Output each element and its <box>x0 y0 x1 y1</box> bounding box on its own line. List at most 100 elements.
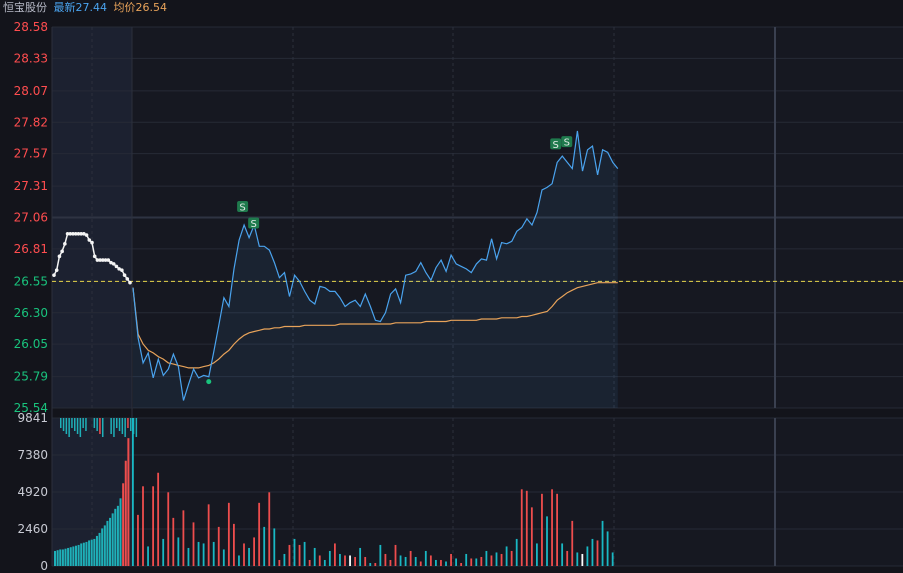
premarket-volume-bar <box>88 540 91 566</box>
price-tick-label: 26.55 <box>14 274 48 288</box>
volume-bar <box>137 514 139 566</box>
premarket-volume-bar <box>82 542 85 566</box>
volume-bar <box>197 541 200 566</box>
volume-bar <box>571 520 574 566</box>
premarket-point <box>92 254 97 259</box>
volume-bar <box>379 544 382 566</box>
volume-bar <box>238 555 240 566</box>
volume-bar <box>364 556 367 566</box>
premarket-volume-bar <box>54 550 57 566</box>
volume-bar <box>182 510 185 566</box>
latest-price-label: 最新27.44 <box>54 1 108 14</box>
volume-bar <box>323 559 326 566</box>
volume-bar <box>202 543 205 566</box>
volume-bar <box>561 543 564 566</box>
premarket-volume-bar <box>72 546 75 566</box>
volume-bar <box>530 507 533 566</box>
volume-bar <box>576 552 579 566</box>
volume-bar <box>293 538 296 566</box>
volume-bar <box>541 493 543 566</box>
volume-bar <box>384 553 387 566</box>
premarket-volume-bar <box>80 543 83 566</box>
volume-bar <box>374 562 377 566</box>
volume-bar <box>313 547 316 566</box>
premarket-volume-bar <box>119 498 122 566</box>
premarket-volume-stub <box>62 418 65 431</box>
premarket-point <box>65 231 70 236</box>
premarket-point <box>54 268 59 272</box>
signal-label: S <box>553 140 559 151</box>
premarket-volume-bar <box>109 517 112 566</box>
premarket-volume-bar <box>61 549 64 566</box>
signal-label: S <box>250 219 256 230</box>
premarket-volume-stub <box>82 418 84 428</box>
avg-price-line <box>132 282 618 369</box>
price-tick-label: 28.58 <box>14 20 48 34</box>
volume-bar <box>318 555 321 566</box>
price-area <box>133 131 618 408</box>
volume-bar <box>556 493 558 566</box>
premarket-volume-stub <box>79 418 82 437</box>
volume-bar <box>611 552 614 566</box>
premarket-volume-stub <box>85 418 87 431</box>
premarket-volume-stub <box>121 418 124 434</box>
premarket-volume-bar <box>98 532 101 566</box>
price-tick-label: 27.82 <box>14 115 48 129</box>
stock-name[interactable]: 恒宝股份 <box>3 1 47 14</box>
volume-bar <box>359 547 362 566</box>
volume-bar <box>268 492 271 566</box>
volume-bar <box>298 544 301 566</box>
volume-bar <box>525 490 528 566</box>
volume-bar <box>288 544 291 566</box>
latest-label: 最新 <box>53 1 76 14</box>
price-line <box>132 130 619 401</box>
premarket-volume-bar <box>101 528 104 566</box>
volume-bar <box>258 502 261 566</box>
volume-bar <box>167 492 170 566</box>
premarket-volume-bar <box>74 545 77 566</box>
volume-bar <box>248 547 250 566</box>
volume-bar <box>460 562 463 566</box>
volume-bar <box>212 541 215 566</box>
volume-bar <box>217 526 220 566</box>
premarket-point <box>90 240 94 245</box>
premarket-volume-stub <box>99 418 101 434</box>
premarket-volume-bar <box>93 538 96 566</box>
premarket-point <box>52 273 56 277</box>
premarket-point <box>95 258 100 262</box>
signal-label: S <box>564 138 570 149</box>
premarket-volume-stub <box>96 418 98 431</box>
premarket-point <box>101 258 105 262</box>
volume-bar <box>253 537 255 566</box>
volume-bar <box>308 559 311 566</box>
premarket-volume-stub <box>124 418 126 437</box>
premarket-point <box>98 258 102 262</box>
premarket-volume-stub <box>130 418 132 431</box>
volume-bar <box>399 555 402 566</box>
volume-bar <box>243 543 245 566</box>
volume-bar <box>566 550 569 566</box>
volume-bar <box>480 556 483 566</box>
volume-bar <box>435 559 437 566</box>
volume-bar <box>601 520 604 566</box>
premarket-volume-stub <box>135 418 138 437</box>
price-tick-label: 27.06 <box>14 211 48 225</box>
signal-badge <box>550 138 562 150</box>
volume-bar <box>263 526 266 566</box>
volume-bar <box>546 516 548 566</box>
volume-bar <box>369 562 372 566</box>
price-tick-label: 28.07 <box>14 84 48 98</box>
volume-bar <box>394 544 397 566</box>
volume-bar <box>132 418 134 566</box>
premarket-volume-stub <box>65 418 68 434</box>
volume-tick-label: 4920 <box>17 485 48 499</box>
premarket-point <box>79 231 83 236</box>
premarket-point <box>73 231 78 236</box>
volume-bar <box>414 556 417 566</box>
premarket-volume-bar <box>103 525 106 566</box>
premarket-volume-bar <box>111 513 114 566</box>
premarket-point <box>60 249 64 254</box>
premarket-volume-stub <box>93 418 96 428</box>
volume-bar <box>510 550 513 566</box>
